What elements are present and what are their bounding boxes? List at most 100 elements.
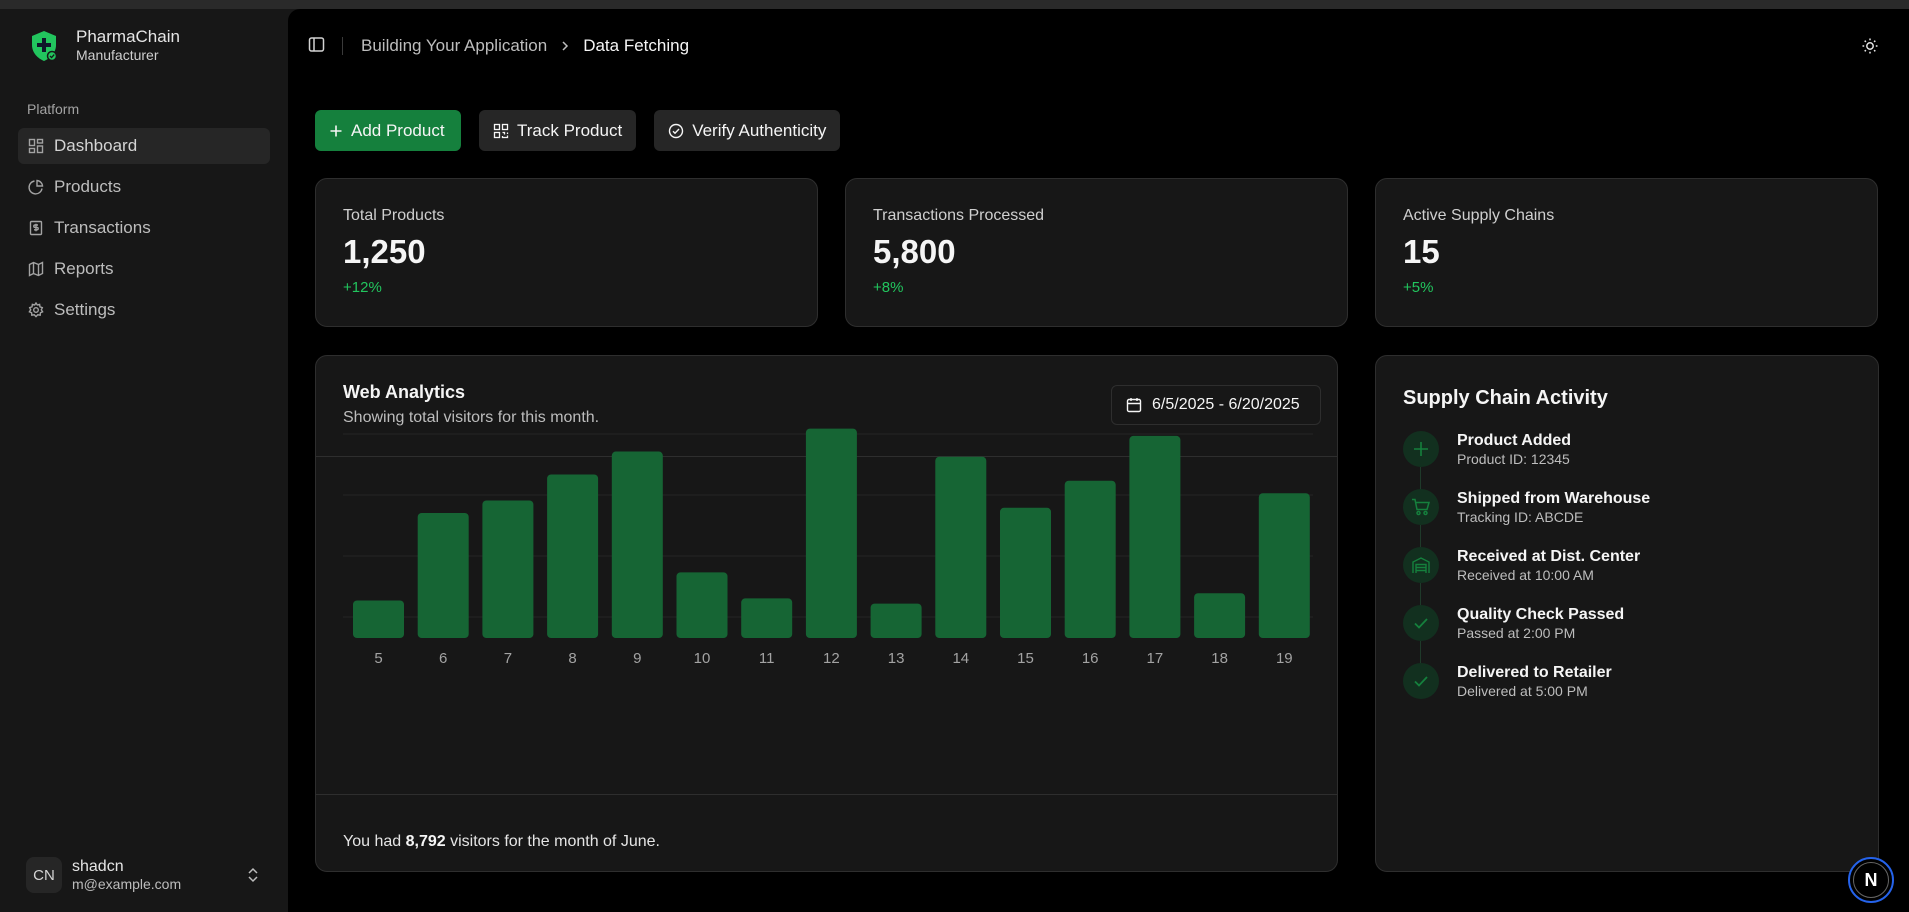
receipt-icon <box>29 220 43 236</box>
x-tick-label: 16 <box>1082 650 1099 664</box>
breadcrumb: Building Your Application Data Fetching <box>361 36 689 56</box>
chart-bar[interactable] <box>805 428 857 638</box>
check-icon <box>1403 605 1439 641</box>
brand-role: Manufacturer <box>76 47 159 63</box>
activity-detail: Passed at 2:00 PM <box>1457 625 1576 641</box>
x-tick-label: 18 <box>1211 650 1228 664</box>
x-tick-label: 7 <box>504 650 512 664</box>
stat-label: Transactions Processed <box>873 207 1045 224</box>
x-tick-label: 14 <box>952 650 969 664</box>
chart-bar[interactable] <box>417 513 469 638</box>
x-tick-label: 10 <box>694 650 711 664</box>
chart-bar[interactable] <box>353 600 404 639</box>
sidebar-item-label: Transactions <box>54 218 151 237</box>
theme-toggle-button[interactable] <box>1861 37 1879 60</box>
chart-bar[interactable] <box>870 603 922 638</box>
chart-bar[interactable] <box>1194 593 1246 638</box>
chart-bar[interactable] <box>741 598 793 638</box>
sidebar-toggle-button[interactable] <box>308 36 325 58</box>
chart-bar[interactable] <box>1064 480 1116 638</box>
date-range-picker[interactable]: 6/5/2025 - 6/20/2025 <box>1111 385 1321 425</box>
stat-card-total-products: Total Products 1,250 +12% <box>315 178 818 327</box>
header-divider <box>342 37 343 55</box>
brand-name: PharmaChain <box>76 27 180 46</box>
activity-item: Product Added Product ID: 12345 <box>1403 431 1650 491</box>
chart-bar[interactable] <box>1129 435 1181 638</box>
activity-name: Quality Check Passed <box>1457 606 1625 623</box>
calendar-icon <box>1126 398 1142 413</box>
footer-suffix: visitors for the month of June. <box>445 833 660 850</box>
timeline-connector <box>1420 467 1421 491</box>
x-tick-label: 6 <box>439 650 447 664</box>
user-menu[interactable]: CN shadcn m@example.com <box>26 855 264 895</box>
breadcrumb-current: Data Fetching <box>583 36 690 55</box>
nav-group-label: Platform <box>27 101 80 117</box>
breadcrumb-parent-link[interactable]: Building Your Application <box>361 36 548 55</box>
stat-value: 15 <box>1403 233 1440 270</box>
visitors-bar-chart: 5 6 7 8 9 10 11 12 13 14 15 16 17 18 19 <box>343 428 1313 664</box>
add-product-button[interactable]: Add Product <box>315 110 461 151</box>
sidebar-item-settings[interactable]: Settings <box>18 292 270 328</box>
stat-card-transactions: Transactions Processed 5,800 +8% <box>845 178 1348 327</box>
main-content: Building Your Application Data Fetching … <box>288 9 1909 912</box>
sidebar: PharmaChain Manufacturer Platform Dashbo… <box>0 9 288 912</box>
warehouse-icon <box>1403 547 1439 583</box>
x-tick-label: 17 <box>1147 650 1164 664</box>
shield-plus-icon <box>26 28 62 64</box>
chart-bar[interactable] <box>547 474 599 638</box>
sidebar-item-reports[interactable]: Reports <box>18 251 270 287</box>
chart-bar[interactable] <box>482 500 534 639</box>
activity-detail: Received at 10:00 AM <box>1457 567 1594 583</box>
sidebar-item-label: Reports <box>54 259 114 278</box>
chart-bar[interactable] <box>676 572 728 638</box>
user-email: m@example.com <box>72 875 182 892</box>
activity-title: Supply Chain Activity <box>1403 387 1608 409</box>
timeline-connector <box>1420 641 1421 665</box>
sidebar-item-products[interactable]: Products <box>18 169 270 205</box>
supply-chain-activity-card: Supply Chain Activity Product Added Produ… <box>1375 355 1879 872</box>
plus-icon <box>330 125 342 136</box>
activity-detail: Product ID: 12345 <box>1457 451 1570 467</box>
activity-detail: Tracking ID: ABCDE <box>1457 509 1584 525</box>
analytics-footer-divider <box>316 794 1337 795</box>
analytics-footer: You had 8,792 visitors for the month of … <box>343 833 660 851</box>
stat-label: Total Products <box>343 207 445 224</box>
sidebar-item-transactions[interactable]: Transactions <box>18 210 270 246</box>
activity-item: Shipped from Warehouse Tracking ID: ABCDE <box>1403 489 1651 549</box>
qr-code-icon <box>493 123 509 138</box>
activity-name: Received at Dist. Center <box>1457 548 1641 565</box>
brand[interactable]: PharmaChain Manufacturer <box>26 27 180 64</box>
n-logo-icon: N <box>1853 862 1889 898</box>
stat-label: Active Supply Chains <box>1403 207 1555 224</box>
activity-detail: Delivered at 5:00 PM <box>1457 683 1588 699</box>
sidebar-nav: Dashboard Products Transactions Reports … <box>18 128 270 333</box>
verify-authenticity-button[interactable]: Verify Authenticity <box>654 110 841 151</box>
gear-icon <box>28 302 44 318</box>
activity-name: Shipped from Warehouse <box>1457 490 1651 507</box>
activity-name: Delivered to Retailer <box>1457 664 1612 681</box>
dashboard-icon <box>28 138 44 154</box>
x-tick-label: 19 <box>1276 650 1293 664</box>
check-icon <box>1403 663 1439 699</box>
dev-tools-badge[interactable]: N <box>1848 857 1894 903</box>
sidebar-item-label: Products <box>54 177 122 196</box>
timeline-connector <box>1420 583 1421 607</box>
chart-bar[interactable] <box>1000 507 1051 638</box>
activity-item: Quality Check Passed Passed at 2:00 PM <box>1403 605 1650 665</box>
sidebar-item-dashboard[interactable]: Dashboard <box>18 128 270 164</box>
stat-value: 1,250 <box>343 233 426 270</box>
sidebar-panel-icon <box>308 37 325 52</box>
chart-bar[interactable] <box>1258 493 1310 638</box>
footer-prefix: You had <box>343 833 406 850</box>
avatar: CN <box>26 857 62 893</box>
activity-item: Delivered to Retailer Delivered at 5:00 P… <box>1403 663 1650 721</box>
x-tick-label: 5 <box>374 650 382 664</box>
activity-name: Product Added <box>1457 432 1572 449</box>
x-tick-label: 15 <box>1017 650 1034 664</box>
chart-bar[interactable] <box>935 456 987 638</box>
x-tick-label: 11 <box>759 650 775 664</box>
stat-change: +12% <box>343 279 382 296</box>
date-range-label: 6/5/2025 - 6/20/2025 <box>1152 396 1300 413</box>
chart-bar[interactable] <box>611 451 663 638</box>
track-product-button[interactable]: Track Product <box>479 110 637 151</box>
